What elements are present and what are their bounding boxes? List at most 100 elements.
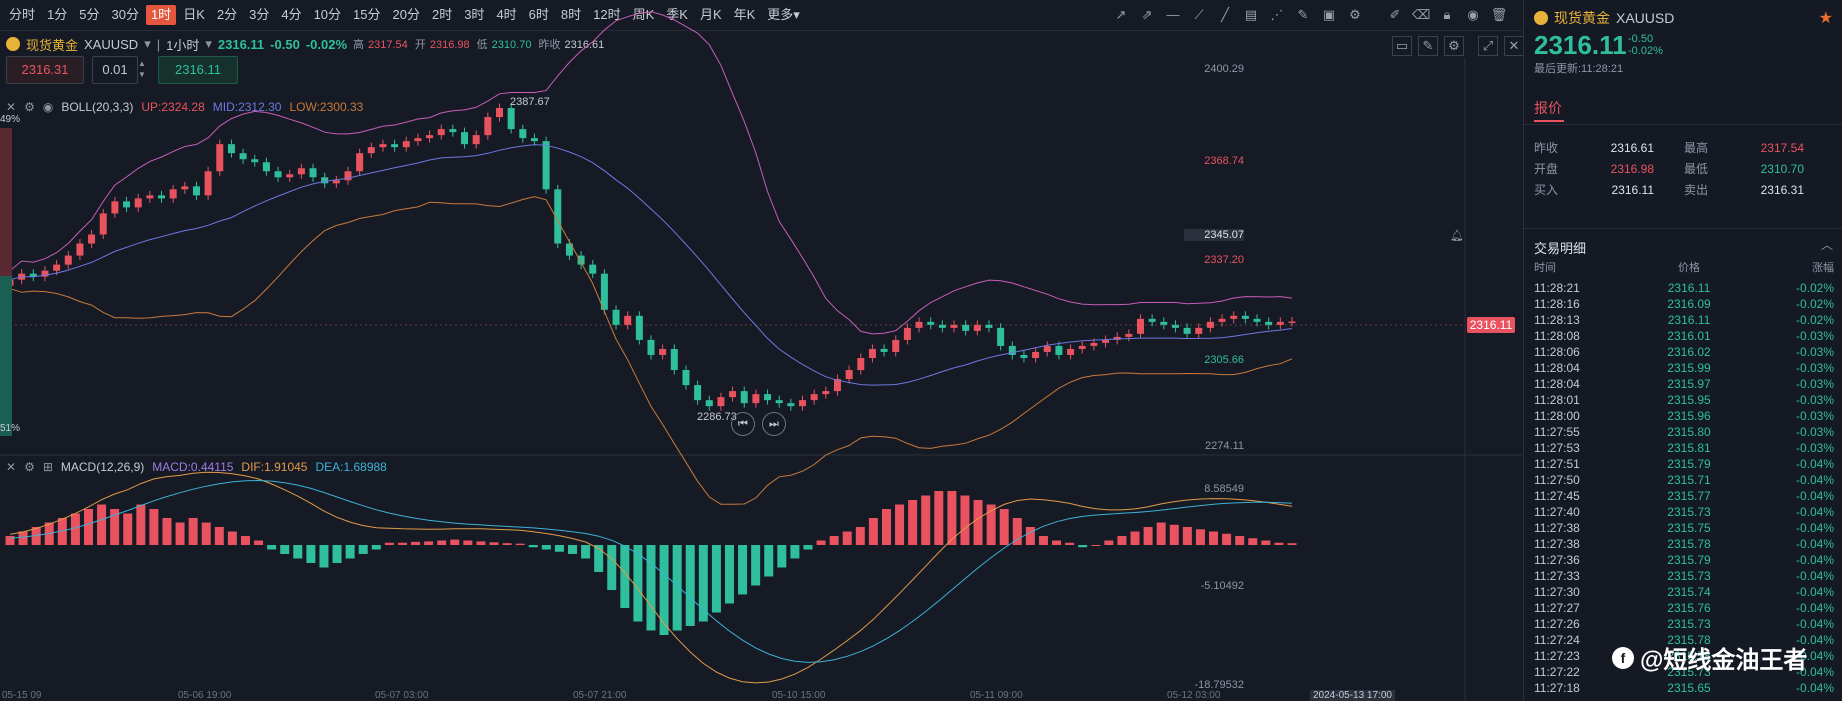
- trade-list: 11:28:21 2316.11 -0.02% 11:28:16 2316.09 -0.0…: [1534, 280, 1834, 696]
- quote-panel: 现货黄金 XAUUSD ★ 2316.11 -0.50 -0.02% 最后更新:…: [1523, 0, 1842, 701]
- settings-icon[interactable]: ⚙: [24, 100, 35, 114]
- period-14[interactable]: 4时: [496, 7, 517, 22]
- tab-quote[interactable]: 报价: [1534, 100, 1562, 116]
- zhihu-logo-icon: f: [1612, 646, 1634, 669]
- date-label: 05-07 03:00: [375, 690, 429, 701]
- period-16[interactable]: 8时: [560, 7, 582, 22]
- trade-row: 11:28:13 2316.11 -0.02%: [1534, 313, 1834, 327]
- trash-icon[interactable]: 🗑︎: [1490, 7, 1508, 22]
- buy-price-box[interactable]: 2316.11: [158, 56, 238, 84]
- date-label: 05-10 15:00: [772, 690, 826, 701]
- period-7[interactable]: 3分: [249, 7, 270, 22]
- period-21[interactable]: 年K: [733, 7, 756, 22]
- trade-row: 11:27:38 2315.78 -0.04%: [1534, 537, 1834, 551]
- dif-value: DIF:1.91045: [241, 460, 308, 474]
- boll-legend: ✕ ⚙ ◉ BOLL(20,3,3) UP:2324.28 MID:2312.3…: [6, 100, 363, 114]
- expand-icon[interactable]: ⤢: [1478, 36, 1498, 56]
- period-0[interactable]: 分时: [9, 7, 36, 22]
- period-12[interactable]: 2时: [431, 7, 453, 22]
- period-10[interactable]: 15分: [353, 7, 381, 22]
- symbol-name[interactable]: 现货黄金: [26, 37, 79, 53]
- lock-icon[interactable]: 🔒︎: [1443, 7, 1451, 22]
- eye-icon[interactable]: ◉: [1467, 7, 1479, 22]
- close-icon[interactable]: ✕: [6, 460, 17, 474]
- period-9[interactable]: 10分: [313, 7, 342, 22]
- axis-price: 2368.74: [1204, 155, 1244, 167]
- gold-coin-icon: [6, 37, 20, 51]
- trade-row: 11:27:18 2315.65 -0.04%: [1534, 681, 1834, 695]
- macd-label: MACD(12,26,9): [60, 460, 145, 474]
- period-2[interactable]: 5分: [79, 7, 100, 22]
- boll-mid: MID:2312.30: [212, 100, 282, 114]
- close-icon[interactable]: ✕: [1504, 36, 1524, 56]
- low-mark: 2286.73: [697, 411, 737, 423]
- measure-icon[interactable]: ▤: [1244, 7, 1258, 22]
- period-5[interactable]: 日K: [183, 7, 205, 22]
- period-15[interactable]: 6时: [528, 7, 549, 22]
- symbol-code[interactable]: XAUUSD: [84, 36, 139, 52]
- pen-icon[interactable]: ✎: [1418, 36, 1438, 56]
- period-20[interactable]: 月K: [699, 7, 722, 22]
- trade-row: 11:27:30 2315.74 -0.04%: [1534, 585, 1834, 599]
- template-icon[interactable]: ▭: [1392, 36, 1412, 56]
- bell-icon[interactable]: 🔔︎: [1450, 230, 1464, 242]
- period-22[interactable]: 更多▾: [767, 7, 800, 22]
- extend-line-icon[interactable]: ⟋: [1194, 7, 1204, 22]
- period-17[interactable]: 12时: [593, 7, 621, 22]
- fib-icon[interactable]: ⋰: [1270, 7, 1284, 22]
- quote-row: 开盘 2316.98 最低 2310.70: [1534, 162, 1804, 176]
- period-19[interactable]: 季K: [666, 7, 688, 22]
- axis-macd: -5.10492: [1200, 580, 1244, 592]
- trade-row: 11:28:04 2315.99 -0.03%: [1534, 361, 1834, 375]
- drawing-tools: ↗ ⇗ — ⟋ ╱ ▤ ⋰ ✎ ▣ ⚙ ✐ ⌫ 🔒︎ ◉ 🗑︎: [1112, 6, 1508, 24]
- trade-row: 11:27:40 2315.73 -0.04%: [1534, 505, 1834, 519]
- qty-stepper[interactable]: ▲ ▼: [138, 59, 146, 79]
- boll-label: BOLL(20,3,3): [61, 100, 134, 114]
- edit-icon[interactable]: ✐: [1389, 7, 1401, 22]
- hline-icon[interactable]: —: [1166, 7, 1180, 22]
- checkbox-icon[interactable]: ⊞: [42, 460, 53, 474]
- trade-row: 11:27:51 2315.79 -0.04%: [1534, 457, 1834, 471]
- trade-row: 11:28:04 2315.97 -0.03%: [1534, 377, 1834, 391]
- chevron-up-icon[interactable]: ︿: [1820, 238, 1833, 252]
- indicator-icon[interactable]: ⚙: [1444, 36, 1464, 56]
- trade-row: 11:27:26 2315.73 -0.04%: [1534, 617, 1834, 631]
- trade-row: 11:27:22 2315.73 -0.04%: [1534, 665, 1834, 679]
- trade-row: 11:28:21 2316.11 -0.02%: [1534, 281, 1834, 295]
- pencil-icon[interactable]: ✎: [1297, 7, 1309, 22]
- next-icon[interactable]: ⏭: [762, 412, 786, 436]
- chevron-down-icon[interactable]: ▾: [144, 36, 151, 51]
- ohlc-readout: 高 2317.54 开 2316.98 低 2310.70 昨收 2316.61: [353, 39, 605, 51]
- dea-value: DEA:1.68988: [315, 460, 387, 474]
- eye-icon[interactable]: ◉: [42, 100, 54, 114]
- period-8[interactable]: 4分: [281, 7, 302, 22]
- prev-icon[interactable]: ⏮: [731, 412, 755, 436]
- segment-icon[interactable]: ╱: [1221, 7, 1229, 22]
- period-4[interactable]: 1时: [145, 5, 177, 25]
- tab-indicator: [1534, 120, 1564, 122]
- period-13[interactable]: 3时: [464, 7, 485, 22]
- period-11[interactable]: 20分: [392, 7, 420, 22]
- eraser-icon[interactable]: ⌫: [1412, 7, 1431, 22]
- chevron-down-icon[interactable]: ▾: [205, 36, 212, 51]
- ray-icon[interactable]: ⇗: [1141, 7, 1153, 22]
- settings-icon[interactable]: ⚙: [1349, 7, 1361, 22]
- period-3[interactable]: 30分: [111, 7, 139, 22]
- trendline-icon[interactable]: ↗: [1115, 7, 1127, 22]
- star-icon[interactable]: ★: [1818, 10, 1833, 27]
- interval-select[interactable]: 1小时: [166, 37, 200, 53]
- image-icon[interactable]: ▣: [1322, 7, 1336, 22]
- period-6[interactable]: 2分: [216, 7, 238, 22]
- trade-row: 11:27:55 2315.80 -0.03%: [1534, 425, 1834, 439]
- panel-price: 2316.11: [1534, 30, 1627, 60]
- gold-coin-icon: [1534, 11, 1548, 25]
- period-1[interactable]: 1分: [47, 7, 68, 22]
- settings-icon[interactable]: ⚙: [24, 460, 35, 474]
- period-18[interactable]: 周K: [632, 7, 655, 22]
- date-label: 05-07 21:00: [573, 690, 627, 701]
- sell-price-box[interactable]: 2316.31: [6, 56, 84, 84]
- quantity-input[interactable]: 0.01: [92, 56, 138, 84]
- chart-actions: ▭ ✎ ⚙ ⤢ ✕: [1392, 36, 1524, 56]
- chart-area[interactable]: 分时 1分 5分 30分 1时 日K 2分 3分 4分 10分 15分 20分 2时 3时 4时 6时 8时 12…: [0, 0, 1524, 701]
- close-icon[interactable]: ✕: [6, 100, 17, 114]
